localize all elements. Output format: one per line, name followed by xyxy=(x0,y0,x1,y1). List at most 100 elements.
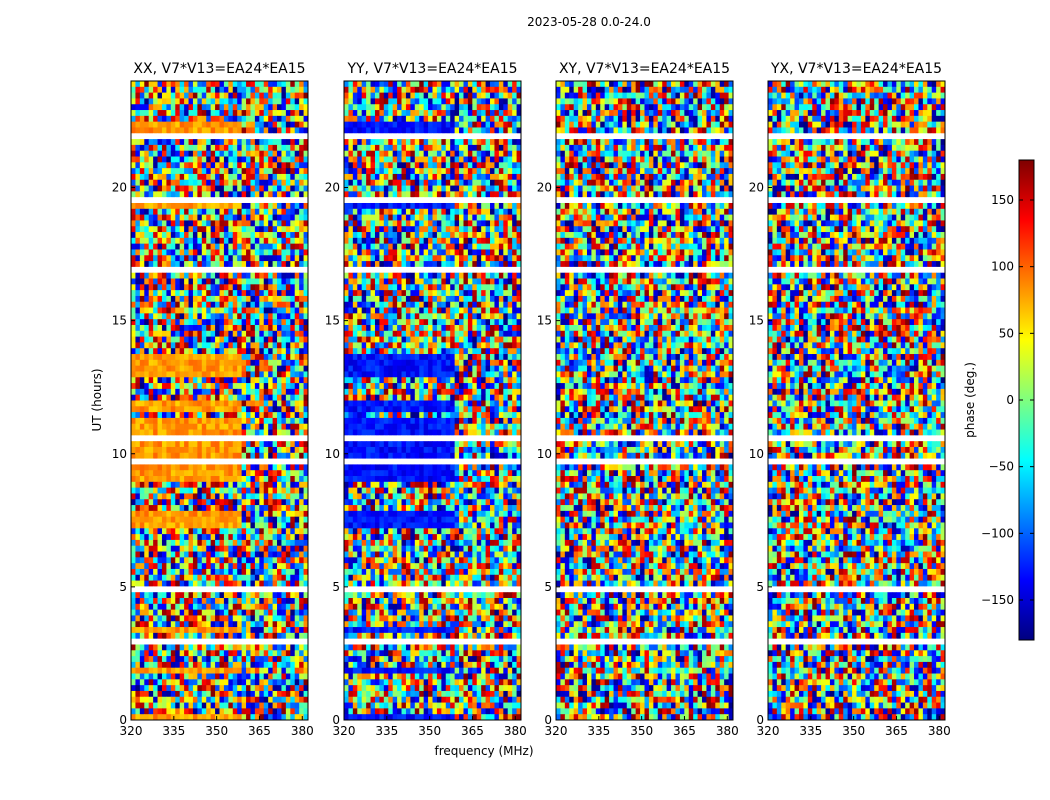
heatmap-cell xyxy=(184,603,189,611)
heatmap-cell xyxy=(303,603,309,611)
heatmap-cell xyxy=(303,208,309,216)
heatmap-cell xyxy=(436,156,442,163)
heatmap-cell xyxy=(148,324,154,332)
heatmap-cell xyxy=(135,696,141,703)
heatmap-cell xyxy=(148,702,154,709)
heatmap-cell xyxy=(401,156,407,163)
heatmap-cell xyxy=(179,261,185,268)
heatmap-cell xyxy=(215,679,220,686)
heatmap-cell xyxy=(192,208,198,216)
heatmap-cell xyxy=(201,365,207,372)
heatmap-cell xyxy=(445,115,451,123)
heatmap-cell xyxy=(281,284,287,291)
heatmap-cell xyxy=(215,156,220,163)
heatmap-cell xyxy=(250,644,256,651)
heatmap-cell xyxy=(192,656,198,663)
heatmap-cell xyxy=(131,208,136,216)
heatmap-cell xyxy=(192,412,198,419)
heatmap-cell xyxy=(135,150,141,157)
heatmap-cell xyxy=(299,487,304,494)
heatmap-cell xyxy=(303,417,309,425)
heatmap-cell xyxy=(516,133,522,140)
heatmap-cell xyxy=(344,139,349,146)
heatmap-cell xyxy=(131,522,136,529)
heatmap-cell xyxy=(290,557,296,564)
heatmap-cell xyxy=(290,104,296,111)
heatmap-cell xyxy=(184,516,189,523)
heatmap-cell xyxy=(294,243,300,250)
heatmap-cell xyxy=(246,266,251,274)
heatmap-cell xyxy=(250,412,256,419)
heatmap-cell xyxy=(175,417,181,425)
heatmap-cell xyxy=(148,179,154,186)
heatmap-cell xyxy=(254,365,260,372)
heatmap-cell xyxy=(184,394,189,401)
heatmap-cell xyxy=(135,86,141,94)
heatmap-cell xyxy=(246,615,251,622)
heatmap-cell xyxy=(237,371,243,378)
heatmap-cell xyxy=(299,220,304,227)
heatmap-cell xyxy=(299,377,304,384)
heatmap-cell xyxy=(263,162,269,169)
heatmap-cell xyxy=(254,237,260,245)
heatmap-cell xyxy=(277,446,282,454)
heatmap-cell xyxy=(175,627,181,634)
heatmap-cell xyxy=(219,226,225,233)
heatmap-cell xyxy=(254,696,260,703)
heatmap-cell xyxy=(503,98,509,105)
heatmap-cell xyxy=(285,173,291,181)
heatmap-cell xyxy=(135,348,141,355)
heatmap-cell xyxy=(268,702,273,709)
heatmap-cell xyxy=(383,81,389,88)
heatmap-cell xyxy=(237,208,243,216)
heatmap-cell xyxy=(352,162,358,169)
heatmap-cell xyxy=(290,470,296,477)
heatmap-cell xyxy=(246,685,251,692)
heatmap-cell xyxy=(175,261,181,268)
heatmap-cell xyxy=(285,86,291,94)
heatmap-cell xyxy=(254,377,260,384)
heatmap-cell xyxy=(392,115,398,123)
heatmap-cell xyxy=(272,127,278,134)
heatmap-cell xyxy=(263,487,269,494)
heatmap-cell xyxy=(135,214,141,221)
heatmap-cell xyxy=(250,516,256,523)
heatmap-cell xyxy=(223,667,229,674)
heatmap-cell xyxy=(139,574,145,581)
heatmap-cell xyxy=(268,121,273,128)
heatmap-cell xyxy=(237,290,243,297)
heatmap-cell xyxy=(490,104,495,111)
heatmap-cell xyxy=(428,139,433,146)
heatmap-cell xyxy=(290,522,296,529)
heatmap-cell xyxy=(228,150,234,157)
heatmap-cell xyxy=(246,383,251,390)
heatmap-cell xyxy=(206,168,212,175)
heatmap-cell xyxy=(299,301,304,308)
heatmap-cell xyxy=(201,156,207,163)
heatmap-cell xyxy=(170,714,176,721)
heatmap-cell xyxy=(383,92,389,99)
heatmap-cell xyxy=(299,476,304,483)
heatmap-cell xyxy=(277,255,282,262)
heatmap-cell xyxy=(139,313,145,320)
heatmap-cell xyxy=(294,336,300,343)
heatmap-cell xyxy=(228,214,234,221)
heatmap-cell xyxy=(281,429,287,436)
heatmap-cell xyxy=(166,661,172,669)
heatmap-cell xyxy=(388,92,394,99)
heatmap-cell xyxy=(299,168,304,175)
heatmap-cell xyxy=(215,505,220,512)
heatmap-cell xyxy=(166,481,172,489)
heatmap-cell xyxy=(272,208,278,216)
heatmap-cell xyxy=(219,313,225,320)
heatmap-cell xyxy=(303,586,309,593)
heatmap-cell xyxy=(210,336,216,343)
heatmap-cell xyxy=(299,574,304,581)
heatmap-cell xyxy=(303,371,309,378)
heatmap-cell xyxy=(272,348,278,355)
heatmap-cell xyxy=(241,290,247,297)
heatmap-cell xyxy=(241,173,247,181)
heatmap-cell xyxy=(175,179,181,186)
heatmap-cell xyxy=(161,574,167,581)
heatmap-cell xyxy=(388,150,394,157)
